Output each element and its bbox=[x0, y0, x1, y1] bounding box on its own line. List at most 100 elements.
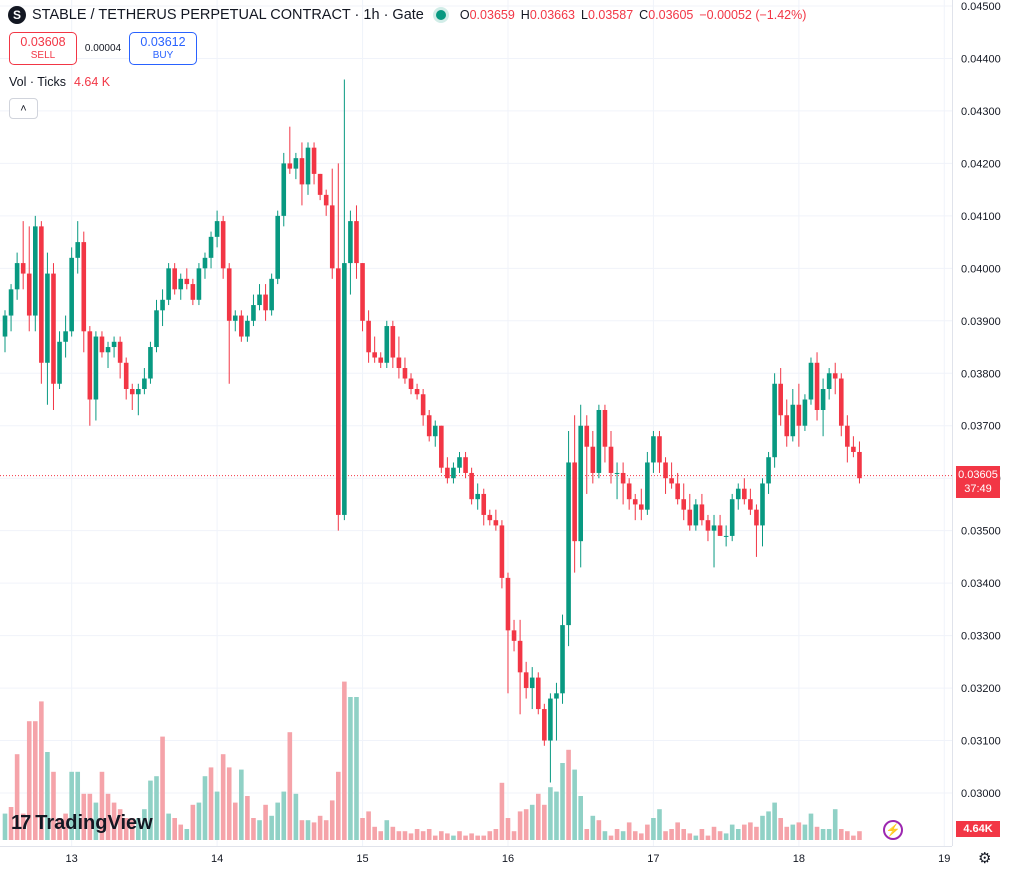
candle-body bbox=[226, 268, 232, 321]
candle-body bbox=[705, 520, 711, 531]
y-tick-label: 0.03900 bbox=[961, 316, 1001, 328]
volume-bar bbox=[857, 831, 862, 840]
candle-body bbox=[208, 236, 214, 258]
sell-price: 0.03608 bbox=[20, 34, 66, 49]
volume-bar bbox=[693, 835, 699, 840]
volume-bar bbox=[239, 769, 244, 840]
candle-body bbox=[857, 451, 862, 479]
volume-bar bbox=[602, 831, 608, 840]
volume-bar bbox=[208, 767, 214, 840]
volume-bar bbox=[220, 754, 226, 840]
volume-bar bbox=[766, 811, 771, 840]
volume-bar bbox=[372, 826, 377, 840]
candle-body bbox=[832, 373, 838, 379]
candle-body bbox=[723, 535, 729, 537]
candle-body bbox=[784, 415, 790, 437]
candle-body bbox=[620, 472, 626, 484]
volume-bar bbox=[245, 796, 250, 840]
candle-body bbox=[439, 425, 444, 468]
tradingview-mark-icon: 17 bbox=[11, 812, 31, 834]
candle-body bbox=[39, 226, 44, 363]
candle-body bbox=[432, 425, 438, 437]
open-label: O bbox=[459, 8, 470, 22]
candle-body bbox=[590, 446, 596, 473]
candle-body bbox=[111, 341, 117, 348]
candle-body bbox=[69, 257, 74, 332]
volume-bar bbox=[657, 809, 662, 840]
candle-body bbox=[535, 677, 541, 710]
candle-body bbox=[560, 625, 565, 694]
settings-gear-icon[interactable]: ⚙ bbox=[978, 850, 992, 867]
candle-body bbox=[699, 504, 705, 521]
lightning-icon[interactable]: ⚡ bbox=[883, 820, 903, 840]
volume-bar bbox=[584, 829, 590, 840]
volume-bar bbox=[663, 831, 668, 840]
volume-bar bbox=[499, 782, 505, 840]
symbol-logo-icon: S bbox=[8, 6, 26, 24]
volume-bar bbox=[548, 787, 553, 840]
tradingview-wordmark: TradingView bbox=[35, 812, 153, 834]
candle-body bbox=[554, 693, 559, 699]
volume-bar bbox=[439, 831, 444, 840]
candle-body bbox=[172, 268, 177, 290]
symbol-title[interactable]: STABLE / TETHERUS PERPETUAL CONTRACT · 1… bbox=[32, 7, 424, 23]
sell-button[interactable]: 0.03608 SELL bbox=[9, 32, 77, 65]
volume-bar bbox=[166, 813, 171, 840]
market-status-icon[interactable] bbox=[435, 10, 446, 20]
volume-bar bbox=[75, 771, 81, 840]
volume-bar bbox=[172, 818, 177, 840]
volume-bar bbox=[226, 767, 232, 840]
volume-bar bbox=[802, 824, 808, 840]
volume-bar bbox=[51, 771, 56, 840]
candle-body bbox=[75, 242, 81, 258]
volume-bar bbox=[348, 697, 353, 840]
volume-bar bbox=[214, 791, 220, 840]
candle-body bbox=[166, 268, 171, 300]
candle-body bbox=[481, 493, 487, 515]
candle-body bbox=[639, 504, 644, 510]
candle-body bbox=[742, 488, 747, 500]
tradingview-logo[interactable]: 17 TradingView bbox=[11, 812, 153, 835]
candle-body bbox=[190, 284, 196, 300]
candle-body bbox=[390, 326, 396, 358]
y-tick-label: 0.04100 bbox=[961, 211, 1001, 223]
volume-bar bbox=[832, 809, 838, 840]
volume-bar bbox=[148, 780, 153, 840]
buy-price: 0.03612 bbox=[140, 34, 186, 49]
buy-button[interactable]: 0.03612 BUY bbox=[129, 32, 197, 65]
volume-bar bbox=[826, 829, 832, 840]
candle-body bbox=[305, 147, 311, 185]
volume-bar bbox=[675, 822, 680, 840]
volume-bar bbox=[26, 721, 32, 840]
candle-body bbox=[511, 630, 517, 641]
volume-bar bbox=[111, 802, 117, 840]
volume-legend[interactable]: Vol · Ticks 4.64 K bbox=[9, 75, 110, 89]
candle-body bbox=[45, 273, 50, 363]
open-value: 0.03659 bbox=[469, 8, 515, 22]
volume-bar bbox=[505, 818, 511, 840]
candle-body bbox=[711, 525, 717, 531]
sell-label: SELL bbox=[30, 49, 56, 61]
volume-bar bbox=[511, 831, 517, 840]
volume-bar bbox=[257, 820, 262, 840]
volume-bar bbox=[142, 809, 147, 840]
volume-bar bbox=[39, 701, 44, 840]
candle-body bbox=[257, 294, 262, 306]
candle-body bbox=[632, 499, 638, 505]
chart-header: S STABLE / TETHERUS PERPETUAL CONTRACT ·… bbox=[8, 6, 806, 24]
y-tick-label: 0.03400 bbox=[961, 578, 1001, 590]
volume-bar bbox=[778, 818, 783, 840]
candle-body bbox=[578, 425, 583, 542]
volume-bar bbox=[481, 835, 487, 840]
volume-bar bbox=[451, 835, 456, 840]
volume-bar bbox=[554, 791, 559, 840]
candle-body bbox=[293, 158, 299, 169]
high-label: H bbox=[520, 8, 530, 22]
volume-bar bbox=[639, 833, 644, 840]
candle-body bbox=[845, 425, 850, 447]
collapse-legend-button[interactable]: ˄ bbox=[9, 98, 38, 119]
volume-bar bbox=[384, 820, 390, 840]
volume-bar bbox=[14, 754, 20, 840]
volume-bar bbox=[299, 820, 305, 840]
